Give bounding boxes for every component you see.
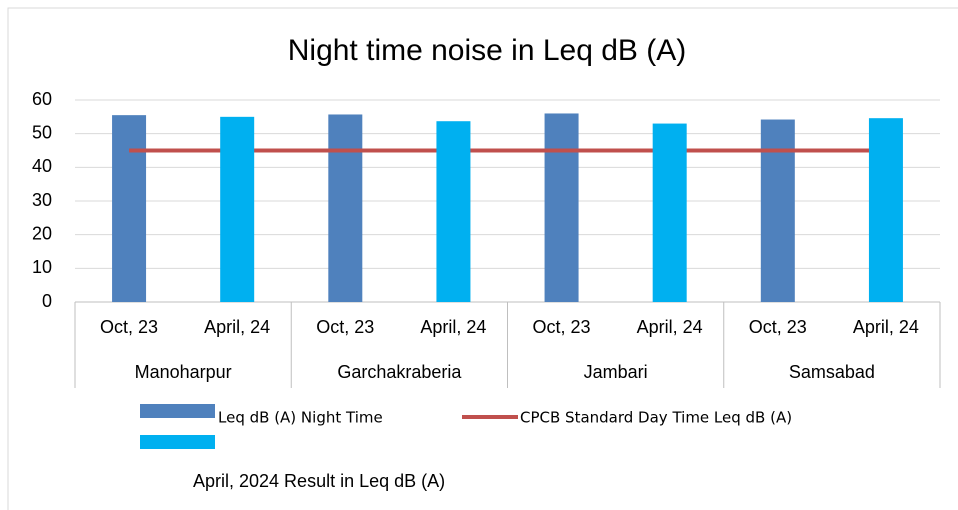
bar	[112, 115, 147, 303]
legend-swatch	[140, 404, 215, 418]
x-tick-label: April, 24	[204, 317, 270, 337]
group-label: Samsabad	[789, 362, 875, 382]
chart-title: Night time noise in Leq dB (A)	[288, 34, 687, 67]
group-label: Garchakraberia	[337, 362, 462, 382]
x-tick-label: April, 24	[420, 317, 486, 337]
group-label: Jambari	[584, 362, 648, 382]
group-label: Manoharpur	[135, 362, 232, 382]
bar	[544, 113, 579, 302]
x-tick-label: Oct, 23	[316, 317, 374, 337]
y-tick-label: 40	[32, 156, 52, 176]
legend-swatch	[140, 435, 215, 449]
y-tick-label: 10	[32, 257, 52, 277]
x-tick-label: Oct, 23	[533, 317, 591, 337]
chart-border	[7, 7, 958, 510]
bar	[220, 116, 255, 302]
x-tick-label: April, 24	[853, 317, 919, 337]
bar	[436, 121, 471, 303]
y-tick-label: 0	[42, 291, 52, 311]
y-tick-label: 50	[32, 122, 52, 142]
y-tick-label: 30	[32, 190, 52, 210]
bar	[760, 119, 795, 302]
bar	[328, 114, 363, 302]
bar	[652, 123, 687, 302]
x-tick-label: Oct, 23	[100, 317, 158, 337]
legend-label: CPCB Standard Day Time Leq dB (A)	[520, 409, 792, 427]
y-tick-label: 60	[32, 89, 52, 109]
x-tick-label: April, 24	[637, 317, 703, 337]
legend-label: Leq dB (A) Night Time	[218, 409, 383, 427]
x-tick-label: Oct, 23	[749, 317, 807, 337]
bar	[868, 118, 903, 303]
legend-label: April, 2024 Result in Leq dB (A)	[193, 471, 445, 491]
y-tick-label: 20	[32, 223, 52, 243]
